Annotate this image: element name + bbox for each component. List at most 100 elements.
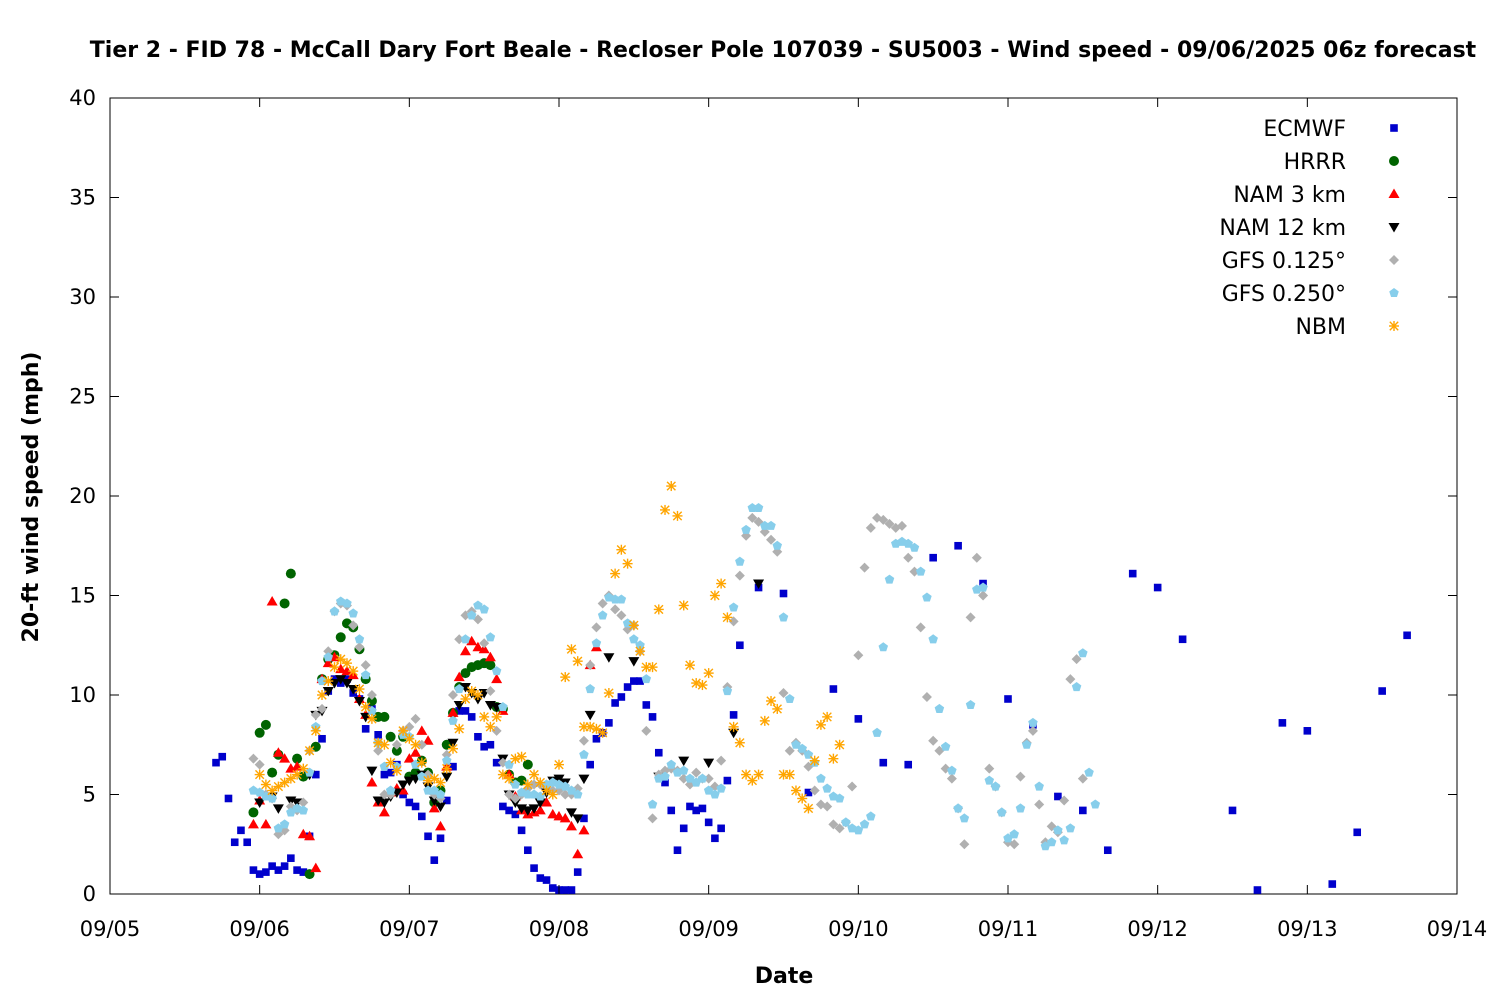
data-point-ecmwf xyxy=(623,683,632,691)
data-point-gfs-0-125 xyxy=(716,755,727,766)
data-point-nbm xyxy=(535,777,546,788)
data-point-ecmwf xyxy=(561,886,570,894)
data-point-nbm xyxy=(360,701,371,712)
data-point-gfs-0-125 xyxy=(616,610,627,621)
data-point-nam-3-km xyxy=(447,707,459,717)
legend-label: NAM 12 km xyxy=(1219,216,1346,241)
data-point-nam-12-km xyxy=(703,758,715,769)
data-point-gfs-0-250 xyxy=(953,803,963,813)
data-point-hrrr xyxy=(379,711,390,722)
legend-label: HRRR xyxy=(1284,150,1346,175)
data-point-ecmwf xyxy=(311,770,320,779)
data-point-ecmwf xyxy=(318,734,326,743)
data-point-ecmwf xyxy=(492,758,501,767)
data-point-gfs-0-250 xyxy=(367,705,377,715)
data-point-hrrr xyxy=(310,741,321,752)
data-point-gfs-0-125 xyxy=(1034,799,1045,810)
data-point-nam-3-km xyxy=(553,810,565,821)
data-point-gfs-0-250 xyxy=(1021,739,1032,749)
data-point-nam-12-km xyxy=(397,780,409,791)
data-point-nam-3-km xyxy=(478,643,490,654)
legend-label: NAM 3 km xyxy=(1233,183,1346,208)
legend-label: GFS 0.125° xyxy=(1222,249,1346,274)
data-point-ecmwf xyxy=(511,810,520,819)
data-point-ecmwf xyxy=(380,770,389,779)
data-point-gfs-0-250 xyxy=(678,765,689,775)
data-point-nam-12-km xyxy=(578,774,590,785)
data-point-ecmwf xyxy=(605,719,613,727)
data-point-ecmwf xyxy=(636,677,644,685)
data-point-gfs-0-250 xyxy=(735,556,745,566)
data-point-nam-3-km xyxy=(304,830,316,841)
data-point-ecmwf xyxy=(243,838,251,847)
data-point-gfs-0-125 xyxy=(896,520,907,531)
data-point-gfs-0-125 xyxy=(298,797,309,808)
data-point-nbm xyxy=(273,781,284,792)
data-point-gfs-0-250 xyxy=(1015,803,1026,813)
data-point-gfs-0-125 xyxy=(510,793,521,804)
data-point-ecmwf xyxy=(729,711,738,719)
data-point-gfs-0-250 xyxy=(385,785,396,795)
data-point-ecmwf xyxy=(499,802,507,811)
data-point-nam-3-km xyxy=(547,808,559,819)
y-tick-label: 30 xyxy=(69,285,96,309)
data-point-nbm xyxy=(635,646,646,657)
data-point-nam-3-km xyxy=(459,645,471,656)
data-point-gfs-0-125 xyxy=(784,745,795,756)
data-point-ecmwf xyxy=(1079,806,1087,815)
data-point-gfs-0-250 xyxy=(884,574,895,584)
data-point-gfs-0-125 xyxy=(1065,674,1076,685)
data-point-nam-3-km xyxy=(466,635,478,646)
data-point-nbm xyxy=(647,662,658,673)
data-point-nbm xyxy=(547,789,558,800)
data-point-nbm xyxy=(447,743,458,754)
data-point-ecmwf xyxy=(854,715,863,723)
data-point-gfs-0-125 xyxy=(884,518,895,529)
data-point-nbm xyxy=(504,773,515,784)
data-point-nam-12-km xyxy=(572,814,584,824)
data-point-gfs-0-250 xyxy=(597,610,608,620)
data-point-hrrr xyxy=(260,719,271,730)
data-point-gfs-0-125 xyxy=(834,823,845,834)
data-point-nbm xyxy=(516,751,527,762)
data-point-nam-3-km xyxy=(260,818,272,829)
data-point-ecmwf xyxy=(1353,828,1362,837)
data-point-nbm xyxy=(703,668,714,679)
data-point-nam-12-km xyxy=(291,798,303,808)
legend-label: ECMWF xyxy=(1263,117,1346,142)
data-point-gfs-0-125 xyxy=(479,638,490,649)
data-point-nam-3-km xyxy=(366,777,378,787)
legend-label: NBM xyxy=(1295,315,1346,340)
data-point-nbm xyxy=(616,544,627,555)
data-point-ecmwf xyxy=(418,812,426,821)
data-point-nam-3-km xyxy=(484,651,496,662)
data-point-ecmwf xyxy=(704,818,713,827)
data-point-gfs-0-125 xyxy=(504,789,515,800)
data-point-ecmwf xyxy=(230,838,239,847)
data-point-gfs-0-250 xyxy=(915,566,926,576)
data-point-ecmwf xyxy=(480,742,488,751)
data-point-gfs-0-250 xyxy=(841,817,851,827)
data-point-ecmwf xyxy=(411,802,420,811)
y-axis: 0 5 10 15 20 25 30 35 40 xyxy=(69,86,1457,906)
data-point-gfs-0-125 xyxy=(647,813,658,824)
y-axis-label: 20-ft wind speed (mph) xyxy=(19,352,44,643)
data-point-gfs-0-250 xyxy=(523,789,533,799)
legend-marker xyxy=(1388,223,1400,233)
data-point-nam-12-km xyxy=(403,776,415,787)
data-point-gfs-0-125 xyxy=(809,785,820,796)
data-point-gfs-0-125 xyxy=(828,819,839,830)
data-point-gfs-0-125 xyxy=(1009,839,1020,850)
data-point-gfs-0-250 xyxy=(435,789,446,799)
legend: ECMWF HRRR NAM 3 km NAM 12 km GFS 0.125° GFS … xyxy=(1219,117,1400,340)
data-point-nam-12-km xyxy=(322,687,334,697)
x-tick-label: 09/14 xyxy=(1427,917,1488,941)
data-point-nbm xyxy=(341,658,352,669)
data-point-gfs-0-125 xyxy=(310,709,321,720)
data-point-nbm xyxy=(460,693,471,704)
data-point-ecmwf xyxy=(268,862,276,870)
data-point-gfs-0-125 xyxy=(971,552,982,563)
data-point-ecmwf xyxy=(486,740,495,749)
data-point-ecmwf xyxy=(524,846,532,855)
data-point-gfs-0-250 xyxy=(778,612,789,622)
